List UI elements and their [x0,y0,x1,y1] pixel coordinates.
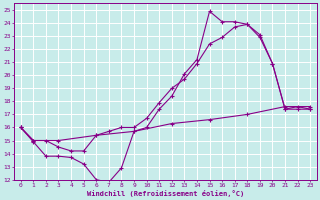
X-axis label: Windchill (Refroidissement éolien,°C): Windchill (Refroidissement éolien,°C) [87,190,244,197]
